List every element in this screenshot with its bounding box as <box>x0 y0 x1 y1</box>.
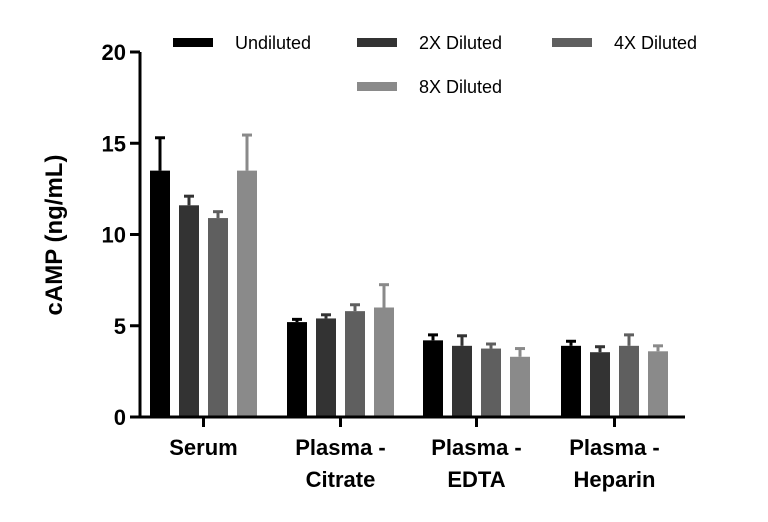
y-axis-label: cAMP (ng/mL) <box>41 155 68 316</box>
y-tick-label: 5 <box>114 314 126 339</box>
y-tick-label: 10 <box>102 223 126 248</box>
axes: 0 5 10 15 20 Serum Plasma - Citrate Plasma - EDTA… <box>102 40 685 492</box>
bar <box>561 345 581 417</box>
legend-label: 2X Diluted <box>419 33 502 53</box>
errorbars-layer <box>155 133 663 357</box>
bar <box>648 351 668 417</box>
y-tick-label: 15 <box>102 131 126 156</box>
bar <box>590 352 610 417</box>
x-tick-label: Plasma - <box>295 435 386 460</box>
legend-swatch <box>357 38 397 47</box>
bar <box>287 322 307 417</box>
y-tick-label: 0 <box>114 405 126 430</box>
bar <box>374 307 394 417</box>
bar <box>237 170 257 417</box>
x-tick-label: Plasma - <box>431 435 522 460</box>
legend-swatch <box>357 82 397 91</box>
bar <box>316 318 336 417</box>
bar <box>208 218 228 417</box>
legend-swatch <box>173 38 213 47</box>
bar <box>619 345 639 417</box>
x-tick-label: Plasma - <box>569 435 660 460</box>
bars-layer <box>150 170 668 417</box>
bar <box>452 345 472 417</box>
x-tick-label: Citrate <box>306 467 376 492</box>
x-tick-label: Serum <box>169 435 237 460</box>
bar <box>423 340 443 417</box>
y-tick-label: 20 <box>102 40 126 65</box>
bar <box>150 170 170 417</box>
bar <box>481 348 501 417</box>
x-tick-label: EDTA <box>447 467 505 492</box>
legend-swatch <box>552 38 592 47</box>
bar <box>510 356 530 417</box>
legend-label: 4X Diluted <box>614 33 697 53</box>
legend-label: 8X Diluted <box>419 77 502 97</box>
bar <box>345 311 365 417</box>
x-tick-label: Heparin <box>574 467 656 492</box>
bar <box>179 205 199 417</box>
legend: Undiluted 2X Diluted 4X Diluted 8X Diluted <box>173 33 697 97</box>
legend-label: Undiluted <box>235 33 311 53</box>
